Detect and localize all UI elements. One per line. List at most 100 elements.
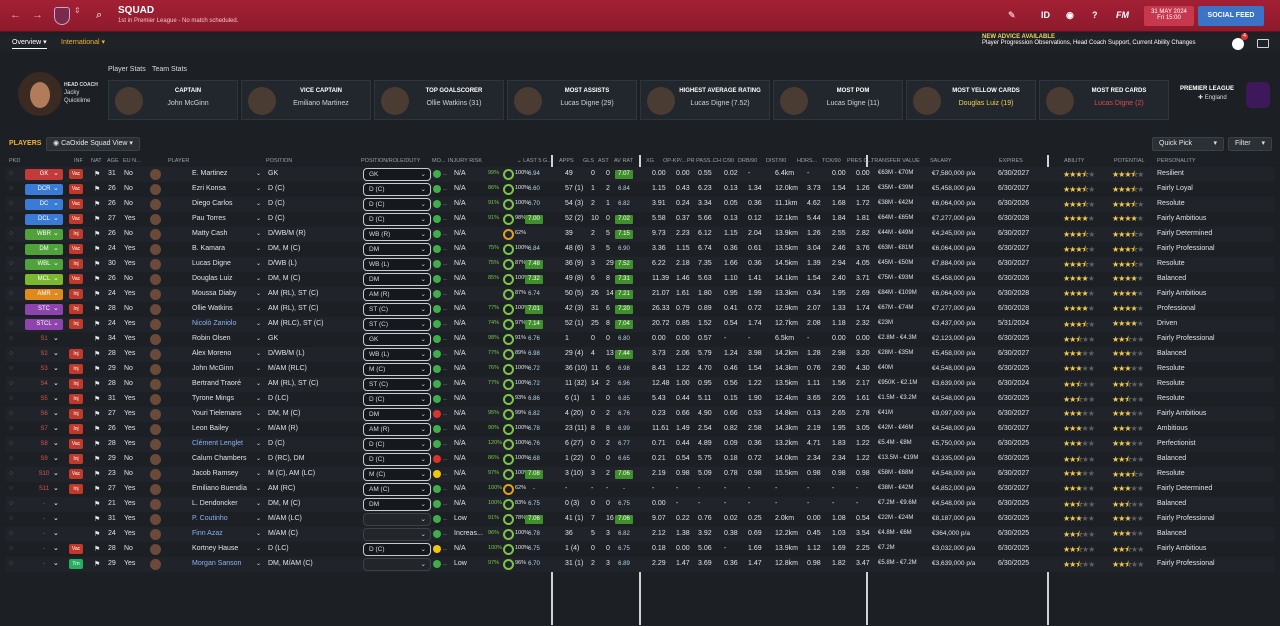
nation-flag-icon[interactable]: ⚑ <box>94 336 101 343</box>
player-name[interactable]: Clément Lenglet <box>192 440 243 447</box>
slot-select[interactable]: DCR <box>25 184 63 195</box>
pick-radio-icon[interactable]: ○ <box>9 500 14 507</box>
player-name[interactable]: L. Dendoncker <box>192 500 238 507</box>
nation-flag-icon[interactable]: ⚑ <box>94 531 101 538</box>
info-badge[interactable]: Inj <box>69 349 83 359</box>
slot-select[interactable]: S11 <box>38 486 50 492</box>
player-name[interactable]: John McGinn <box>192 365 234 372</box>
pick-radio-icon[interactable]: ○ <box>9 230 14 237</box>
slot-select[interactable]: S1 <box>40 336 48 342</box>
col-transfer-value[interactable]: TRANSFER VALUE <box>871 158 920 164</box>
info-badge[interactable]: Inj <box>69 379 83 389</box>
pick-radio-icon[interactable]: ○ <box>9 350 14 357</box>
player-menu-chevron-icon[interactable]: ⌄ <box>256 486 262 492</box>
role-duty-select[interactable]: D (C) ⌄ <box>363 438 431 451</box>
back-arrow-icon[interactable]: ← <box>10 9 21 21</box>
role-duty-select[interactable]: D (C) ⌄ <box>363 453 431 466</box>
search-icon[interactable]: ⌕ <box>96 9 103 21</box>
squad-view-select[interactable]: ◉ CaOxide Squad View ▾ <box>46 137 140 151</box>
col-injury-risk[interactable]: INJURY RISK <box>448 158 483 164</box>
col-role[interactable]: POSITION/ROLE/DUTY <box>361 158 421 164</box>
player-menu-chevron-icon[interactable]: ⌄ <box>256 246 262 252</box>
col-gls[interactable]: GLS <box>583 158 595 164</box>
pick-radio-icon[interactable]: ○ <box>9 320 14 327</box>
slot-select[interactable]: DCL <box>25 214 63 225</box>
pick-radio-icon[interactable]: ○ <box>9 170 14 177</box>
tab-team-stats[interactable]: Team Stats <box>152 66 188 73</box>
nation-flag-icon[interactable]: ⚑ <box>94 561 101 568</box>
table-row[interactable]: ○ S1 ⌄ ⚑ 34 Yes Robin Olsen ⌄ GK GK ⌄.. N/A 98% 91% 6.… <box>6 332 1274 347</box>
nation-flag-icon[interactable]: ⚑ <box>94 426 101 433</box>
table-row[interactable]: ○ - ⌄ ⚑ 24 Yes Finn Azaz ⌄ M/AM (C) ⌄.. Increas...… <box>6 527 1274 542</box>
table-row[interactable]: ○ DCR ⌄ Vac ⚑ 26 No Ezri Konsa ⌄ D (C) D (C) ⌄.. N/A… <box>6 182 1274 197</box>
slot-select[interactable]: STCL <box>25 319 63 330</box>
player-name[interactable]: B. Kamara <box>192 245 226 252</box>
role-duty-select[interactable]: GK ⌄ <box>363 168 431 181</box>
nation-flag-icon[interactable]: ⚑ <box>94 396 101 403</box>
player-menu-chevron-icon[interactable]: ⌄ <box>256 186 262 192</box>
pick-radio-icon[interactable]: ○ <box>9 275 14 282</box>
info-badge[interactable]: Vac <box>69 184 83 194</box>
pick-radio-icon[interactable]: ○ <box>9 365 14 372</box>
col-ast[interactable]: AST <box>598 158 609 164</box>
col-avrat[interactable]: AV RAT <box>614 158 634 164</box>
slot-select[interactable]: WBL <box>25 259 63 270</box>
role-duty-select[interactable]: ⌄ <box>363 528 431 541</box>
role-duty-select[interactable]: ST (C) ⌄ <box>363 318 431 331</box>
table-row[interactable]: ○ - ⌄ Trn ⚑ 29 Yes Morgan Sanson ⌄ DM, M/AM (C) ⌄.… <box>6 557 1274 572</box>
info-badge[interactable]: Vac <box>69 274 83 284</box>
slot-select[interactable]: AMR <box>25 289 63 300</box>
slot-select[interactable]: DM <box>25 244 63 255</box>
award-card[interactable]: MOST RED CARDS Lucas Digne (2) <box>1039 80 1169 120</box>
player-menu-chevron-icon[interactable]: ⌄ <box>256 336 262 342</box>
help-icon[interactable]: ? <box>1092 10 1098 20</box>
slot-select[interactable]: S3 <box>40 366 48 372</box>
table-row[interactable]: ○ S5 ⌄ Inj ⚑ 31 Yes Tyrone Mings ⌄ D (LC) D (C) ⌄..… <box>6 392 1274 407</box>
table-row[interactable]: ○ WBR ⌄ Inj ⚑ 26 No Matty Cash ⌄ D/WB/M (R) WB (R)… <box>6 227 1274 242</box>
player-menu-chevron-icon[interactable]: ⌄ <box>256 366 262 372</box>
player-menu-chevron-icon[interactable]: ⌄ <box>256 216 262 222</box>
player-name[interactable]: Youri Tielemans <box>192 410 242 417</box>
premier-league-logo-icon[interactable] <box>1246 82 1270 108</box>
col-hdrs[interactable]: HDRS... <box>797 158 818 164</box>
role-duty-select[interactable]: M (C) ⌄ <box>363 468 431 481</box>
tab-player-stats[interactable]: Player Stats <box>108 66 146 73</box>
forward-arrow-icon[interactable]: → <box>32 9 43 21</box>
nation-flag-icon[interactable]: ⚑ <box>94 471 101 478</box>
role-duty-select[interactable]: D (C) ⌄ <box>363 183 431 196</box>
role-duty-select[interactable]: ST (C) ⌄ <box>363 378 431 391</box>
col-age[interactable]: AGE <box>107 158 119 164</box>
info-badge[interactable]: Inj <box>69 319 83 329</box>
role-duty-select[interactable]: AM (C) ⌄ <box>363 483 431 496</box>
nation-flag-icon[interactable]: ⚑ <box>94 456 101 463</box>
info-badge[interactable]: Inj <box>69 394 83 404</box>
table-row[interactable]: ○ WBL ⌄ Inj ⚑ 30 Yes Lucas Digne ⌄ D/WB (L) WB (L)… <box>6 257 1274 272</box>
player-menu-chevron-icon[interactable]: ⌄ <box>256 501 262 507</box>
role-duty-select[interactable]: DM ⌄ <box>363 498 431 511</box>
info-badge[interactable]: Vac <box>69 199 83 209</box>
col-presc[interactable]: PRES C... <box>847 158 873 164</box>
player-menu-chevron-icon[interactable]: ⌄ <box>256 321 262 327</box>
quick-pick-dropdown[interactable]: Quick Pick ▾ <box>1152 137 1224 151</box>
table-row[interactable]: ○ S11 ⌄ Inj ⚑ 27 Yes Emiliano Buendía ⌄ AM (RC) AM… <box>6 482 1274 497</box>
role-duty-select[interactable]: AM (R) ⌄ <box>363 423 431 436</box>
player-menu-chevron-icon[interactable]: ⌄ <box>256 306 262 312</box>
player-menu-chevron-icon[interactable]: ⌄ <box>256 411 262 417</box>
nation-flag-icon[interactable]: ⚑ <box>94 261 101 268</box>
nation-flag-icon[interactable]: ⚑ <box>94 516 101 523</box>
player-name[interactable]: Ezri Konsa <box>192 185 226 192</box>
pick-radio-icon[interactable]: ○ <box>9 470 14 477</box>
role-duty-select[interactable]: WB (L) ⌄ <box>363 258 431 271</box>
filter-dropdown[interactable]: Filter ▾ <box>1228 137 1272 151</box>
pick-radio-icon[interactable]: ○ <box>9 455 14 462</box>
info-badge[interactable]: Vac <box>69 169 83 179</box>
info-badge[interactable]: Vac <box>69 439 83 449</box>
pick-radio-icon[interactable]: ○ <box>9 425 14 432</box>
slot-select[interactable]: S5 <box>40 396 48 402</box>
col-last5[interactable]: ⌄ LAST 5 G... <box>517 158 552 164</box>
player-name[interactable]: Diego Carlos <box>192 200 233 207</box>
col-dist[interactable]: DIST/90 <box>766 158 787 164</box>
player-name[interactable]: Finn Azaz <box>192 530 223 537</box>
pick-radio-icon[interactable]: ○ <box>9 560 14 567</box>
slot-select[interactable]: S4 <box>40 381 48 387</box>
